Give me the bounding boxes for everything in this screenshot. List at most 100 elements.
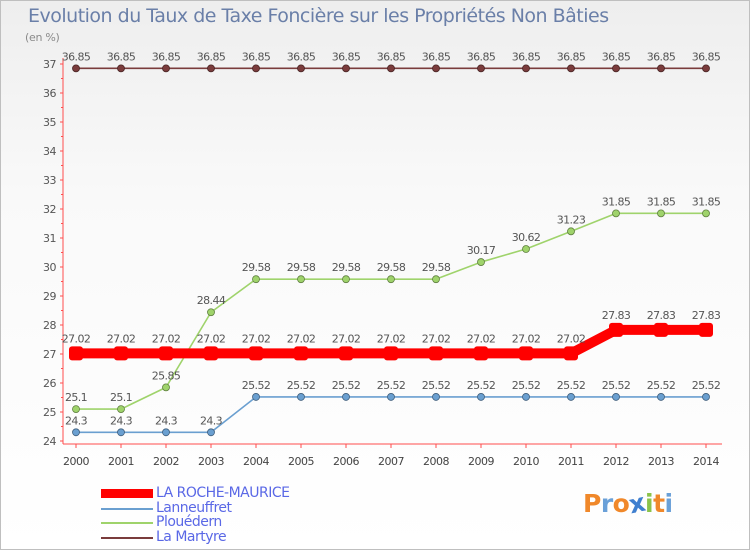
data-label: 25.52	[287, 379, 316, 392]
data-label: 36.85	[512, 50, 541, 63]
data-point	[159, 346, 173, 361]
data-point	[339, 346, 353, 361]
data-label: 24.3	[65, 414, 88, 427]
logo-letter: r	[600, 489, 613, 518]
data-point	[294, 346, 308, 361]
data-label: 31.85	[692, 195, 721, 208]
legend-swatch	[101, 507, 153, 510]
data-label: 25.1	[110, 391, 132, 404]
data-point	[72, 64, 80, 73]
data-point	[612, 393, 620, 401]
data-point	[384, 346, 398, 361]
data-label: 24.3	[200, 414, 223, 427]
data-label: 36.85	[422, 50, 451, 63]
data-point	[654, 322, 668, 337]
x-tick-label: 2013	[648, 455, 674, 468]
data-point	[387, 64, 395, 73]
data-label: 29.58	[332, 261, 361, 274]
y-tick-label: 37	[43, 58, 56, 71]
data-point	[567, 393, 575, 401]
data-point	[567, 64, 575, 73]
data-label: 36.85	[332, 50, 361, 63]
data-point	[609, 322, 623, 337]
data-point	[432, 393, 440, 401]
data-point	[72, 405, 80, 414]
x-tick-label: 2006	[333, 455, 359, 468]
x-tick-label: 2012	[603, 455, 629, 468]
data-point	[114, 346, 128, 361]
series-plou-dern: 25.1 25.1 25.85 28.44 29.58 29.58 29.58 29.58 29…	[65, 195, 721, 414]
x-tick-label: 2001	[108, 455, 134, 468]
logo-letter: P	[583, 489, 601, 518]
data-label: 31.85	[602, 195, 631, 208]
data-label: 27.83	[602, 309, 631, 322]
data-label: 29.58	[377, 261, 406, 274]
data-point	[522, 64, 530, 73]
data-point	[117, 64, 125, 73]
data-label: 36.85	[377, 50, 406, 63]
data-point	[699, 322, 713, 337]
data-point	[252, 64, 260, 73]
data-label: 36.85	[557, 50, 586, 63]
legend-swatch	[101, 522, 153, 524]
y-tick-label: 32	[43, 203, 56, 216]
data-point	[657, 209, 665, 218]
data-point	[162, 383, 170, 392]
data-label: 25.52	[332, 379, 361, 392]
data-point	[387, 275, 395, 284]
x-tick-label: 2011	[558, 455, 584, 468]
y-tick-label: 28	[43, 319, 56, 332]
logo-letter: i	[645, 489, 654, 518]
x-tick-label: 2014	[693, 455, 719, 468]
data-point	[207, 64, 215, 73]
legend-label: LA ROCHE-MAURICE	[156, 485, 290, 501]
proxiti-logo: Proxiti	[583, 488, 673, 520]
legend-item: Plouédern	[101, 514, 361, 530]
data-point	[657, 393, 665, 401]
data-label: 36.85	[62, 50, 91, 63]
y-tick-label: 30	[43, 261, 56, 274]
logo-letter: t	[653, 489, 665, 518]
x-tick-label: 2000	[63, 455, 89, 468]
data-label: 36.85	[242, 50, 271, 63]
data-point	[432, 64, 440, 73]
y-tick-label: 33	[43, 174, 56, 187]
data-label: 28.44	[197, 294, 226, 307]
data-label: 25.1	[65, 391, 87, 404]
data-label: 27.02	[107, 332, 136, 345]
data-label: 27.83	[647, 309, 676, 322]
x-tick-label: 2010	[513, 455, 539, 468]
series-lanneuffret: 24.3 24.3 24.3 24.3 25.52 25.52 25.52 25.52 25.5…	[65, 379, 721, 437]
data-point	[702, 64, 710, 73]
y-tick-label: 36	[43, 87, 56, 100]
data-point	[69, 346, 83, 361]
data-point	[477, 393, 485, 401]
data-point	[249, 346, 263, 361]
legend-swatch	[101, 489, 153, 498]
data-label: 27.83	[692, 309, 721, 322]
data-label: 25.52	[602, 379, 631, 392]
legend-label: La Martyre	[156, 528, 227, 545]
y-tick-label: 35	[43, 116, 56, 129]
data-label: 36.85	[107, 50, 136, 63]
data-point	[702, 393, 710, 401]
x-tick-label: 2007	[378, 455, 404, 468]
data-label: 27.02	[557, 332, 586, 345]
x-tick-label: 2004	[243, 455, 269, 468]
data-label: 30.17	[467, 244, 496, 257]
data-point	[297, 64, 305, 73]
data-point	[117, 405, 125, 414]
x-tick-label: 2005	[288, 455, 314, 468]
data-label: 36.85	[467, 50, 496, 63]
data-label: 30.62	[512, 231, 541, 244]
data-label: 31.85	[647, 195, 676, 208]
data-label: 27.02	[377, 332, 406, 345]
x-tick-label: 2009	[468, 455, 494, 468]
data-label: 36.85	[692, 50, 721, 63]
data-label: 25.52	[557, 379, 586, 392]
data-label: 25.52	[377, 379, 406, 392]
data-point	[477, 64, 485, 73]
data-label: 27.02	[62, 332, 91, 345]
